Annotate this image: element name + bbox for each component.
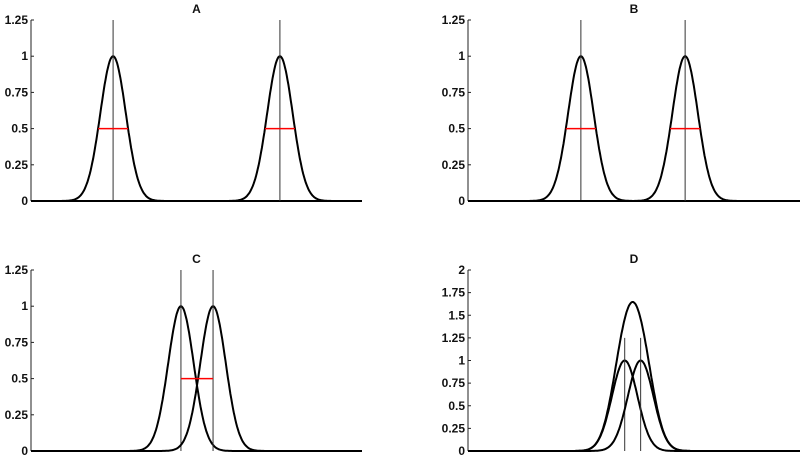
subplot-C: C 0 0.25 0.5 0.75 1 1.25 <box>5 252 362 457</box>
y-tick-label: 0 <box>21 444 28 457</box>
y-tick-label: 1 <box>458 354 465 368</box>
y-tick-label: 1.75 <box>442 286 466 300</box>
y-tick-label: 1.25 <box>5 13 29 27</box>
y-tick-label: 0.75 <box>5 85 29 99</box>
peak-curve-2 <box>31 55 362 202</box>
sum-curve <box>468 301 800 452</box>
peak-curve-2 <box>468 55 800 202</box>
y-tick-label: 0 <box>21 194 28 208</box>
y-tick-label: 0.75 <box>442 376 466 390</box>
subplot-B: B 0 0.25 0.5 0.75 1 1.25 <box>442 2 800 208</box>
y-tick-label: 1 <box>21 299 28 313</box>
y-tick-label: 2 <box>458 263 465 277</box>
y-tick-label: 1 <box>458 49 465 63</box>
subplot-title: A <box>192 2 201 16</box>
y-tick-label: 0 <box>458 194 465 208</box>
subplot-title: B <box>630 2 639 16</box>
y-tick-label: 0 <box>458 444 465 457</box>
y-tick-label: 0.75 <box>5 335 29 349</box>
y-tick-label: 1 <box>21 49 28 63</box>
peak-curve-1 <box>31 55 362 202</box>
y-tick-label: 0.75 <box>442 85 466 99</box>
peak-curve-2 <box>468 359 800 452</box>
subplot-title: C <box>192 252 201 266</box>
y-tick-label: 1.25 <box>442 331 466 345</box>
y-tick-label: 0.5 <box>448 122 465 136</box>
y-tick-label: 0.25 <box>5 408 29 422</box>
peak-curve-2 <box>31 305 362 452</box>
y-tick-label: 1.25 <box>442 13 466 27</box>
y-tick-label: 0.25 <box>442 421 466 435</box>
y-tick-label: 0.25 <box>5 158 29 172</box>
y-tick-label: 1.25 <box>5 263 29 277</box>
y-tick-label: 0.5 <box>448 399 465 413</box>
y-tick-label: 1.5 <box>448 308 465 322</box>
subplot-A: A 0 0.25 0.5 0.75 1 1.25 <box>5 2 362 208</box>
y-tick-label: 0.5 <box>11 372 28 386</box>
peak-curve-1 <box>468 55 800 202</box>
y-tick-label: 0.25 <box>442 158 466 172</box>
y-tick-label: 0.5 <box>11 122 28 136</box>
subplot-title: D <box>630 252 639 266</box>
subplot-D: D 0 0.25 0.5 0.75 1 1.25 1.5 1.75 2 <box>442 252 800 457</box>
